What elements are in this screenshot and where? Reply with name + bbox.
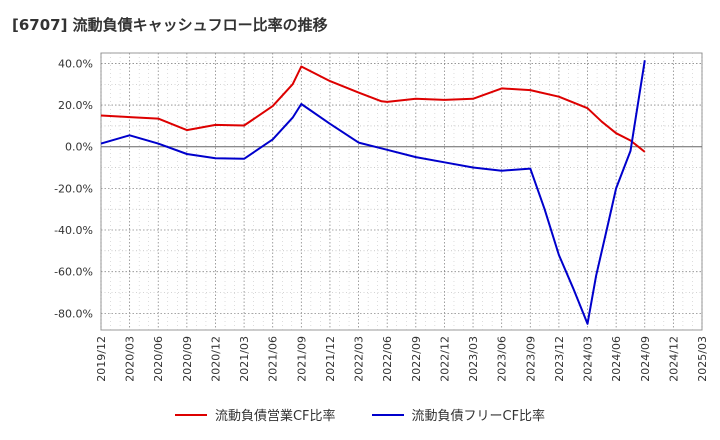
x-axis-ticks: 2019/12 2020/03 2020/06 2020/09 2020/12 2021/… — [95, 336, 709, 382]
x-tick-label: 2021/12 — [324, 336, 337, 382]
x-tick-label: 2023/12 — [553, 336, 566, 382]
x-tick-label: 2024/09 — [639, 336, 652, 382]
series-free-cf-line — [100, 60, 646, 325]
x-tick-label: 2025/03 — [696, 336, 709, 382]
x-tick-label: 2023/06 — [496, 336, 509, 382]
chart-title: [6707] 流動負債キャッシュフロー比率の推移 — [12, 16, 328, 34]
x-tick-label: 2020/03 — [124, 336, 137, 382]
x-tick-label: 2020/12 — [209, 336, 222, 382]
x-tick-label: 2023/09 — [524, 336, 537, 382]
x-tick-label: 2024/06 — [610, 336, 623, 382]
x-tick-label: 2021/06 — [267, 336, 280, 382]
legend-label-operating-cf: 流動負債営業CF比率 — [214, 409, 336, 424]
x-tick-label: 2024/03 — [582, 336, 595, 382]
legend-item-free-cf: 流動負債フリーCF比率 — [371, 405, 546, 424]
series-operating-cf-line — [100, 65, 646, 153]
y-tick-label: -40.0% — [54, 224, 93, 237]
x-tick-label: 2022/03 — [353, 336, 366, 382]
legend-swatch-free-cf — [371, 413, 404, 416]
x-tick-label: 2022/06 — [381, 336, 394, 382]
x-tick-label: 2021/09 — [295, 336, 308, 382]
x-tick-label: 2020/09 — [181, 336, 194, 382]
y-tick-label: 0.0% — [65, 141, 93, 154]
y-tick-label: -80.0% — [54, 307, 93, 320]
x-tick-label: 2023/03 — [467, 336, 480, 382]
x-tick-label: 2019/12 — [95, 336, 108, 382]
legend: 流動負債営業CF比率 流動負債フリーCF比率 — [0, 405, 720, 424]
x-tick-label: 2020/06 — [152, 336, 165, 382]
x-tick-label: 2022/09 — [410, 336, 423, 382]
legend-swatch-operating-cf — [174, 413, 207, 416]
x-tick-label: 2022/12 — [438, 336, 451, 382]
y-axis-ticks: 40.0% 20.0% 0.0% -20.0% -40.0% -60.0% -80.0% — [54, 57, 93, 320]
y-tick-label: 20.0% — [58, 99, 93, 112]
plot-area — [100, 52, 703, 331]
x-tick-label: 2024/12 — [667, 336, 680, 382]
legend-item-operating-cf: 流動負債営業CF比率 — [174, 405, 336, 424]
series-lines — [100, 60, 646, 325]
x-tick-label: 2021/03 — [238, 336, 251, 382]
legend-label-free-cf: 流動負債フリーCF比率 — [411, 409, 546, 424]
y-tick-label: 40.0% — [58, 57, 93, 70]
y-tick-label: -60.0% — [54, 266, 93, 279]
y-tick-label: -20.0% — [54, 182, 93, 195]
